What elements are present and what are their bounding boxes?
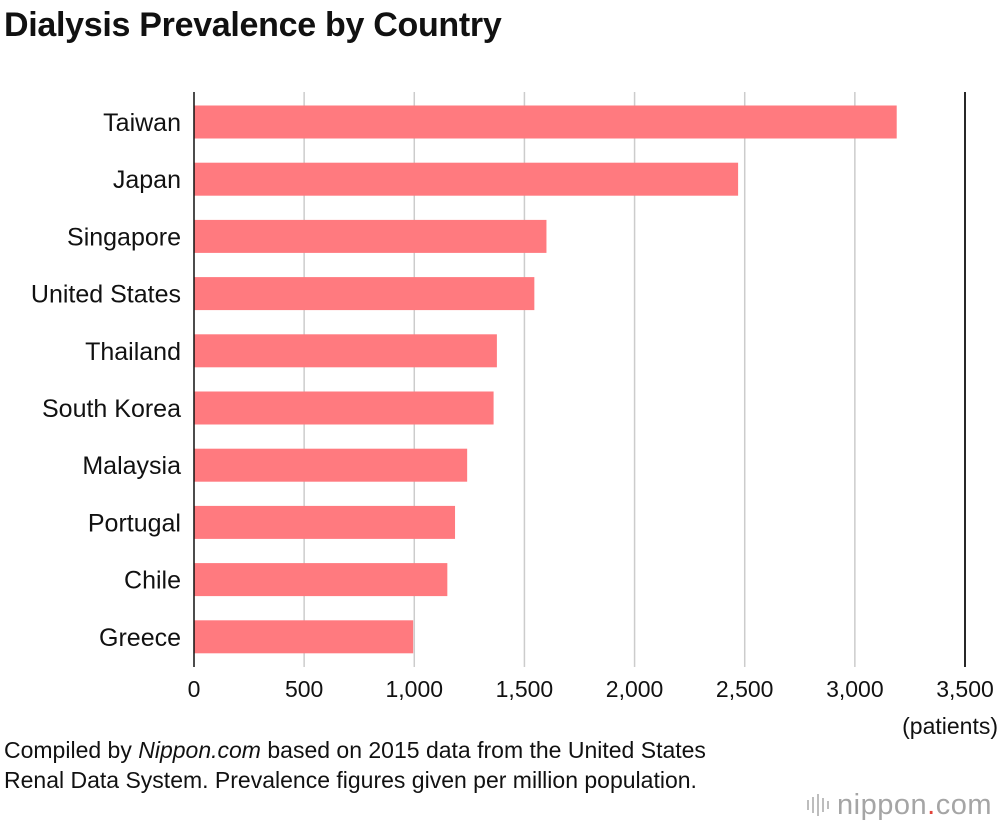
logo-wave-icon [807,794,830,816]
category-label: Singapore [67,223,181,251]
bars [194,105,897,654]
category-label: Taiwan [103,109,181,137]
bar [194,277,535,311]
category-labels: Taiwan Japan Singapore United States Thailan… [31,109,181,652]
bar [194,391,494,425]
bar [194,334,497,368]
category-label: Chile [124,567,181,595]
bar [194,505,456,539]
source-note-source: Nippon.com [138,737,261,763]
logo-text: nippon.com [837,789,992,822]
bar [194,563,448,597]
category-label: Malaysia [82,452,181,480]
tick-labels: 0 500 1,000 1,500 2,000 2,500 3,000 3,500 [188,676,994,702]
x-tick-label: 0 [188,676,201,702]
x-tick-label: 500 [285,676,323,702]
category-label: United States [31,281,181,309]
x-tick-label: 2,000 [606,676,664,702]
source-note-suffix: based on 2015 data from the United State… [4,737,706,793]
bar [194,219,547,253]
chart-title: Dialysis Prevalence by Country [4,6,502,44]
bar [194,620,414,654]
bar [194,162,739,196]
x-tick-label: 3,000 [826,676,884,702]
category-label: Japan [113,166,181,194]
category-label: Thailand [85,338,181,366]
logo-name: nippon [837,788,928,821]
x-tick-label: 1,000 [386,676,444,702]
category-label: Greece [99,624,181,652]
x-tick-label: 1,500 [496,676,554,702]
x-tick-label: 3,500 [936,676,994,702]
nippon-logo: nippon.com [807,789,992,822]
bar [194,105,897,139]
bar [194,448,468,482]
logo-dot: . [927,788,936,821]
category-label: Portugal [88,509,181,537]
axes [193,92,966,667]
category-label: South Korea [42,395,181,423]
x-tick-label: 2,500 [716,676,774,702]
logo-tld: com [935,788,992,821]
source-note-prefix: Compiled by [4,737,139,763]
source-note: Compiled by Nippon.com based on 2015 dat… [4,735,744,795]
unit-label: (patients) [902,713,998,739]
